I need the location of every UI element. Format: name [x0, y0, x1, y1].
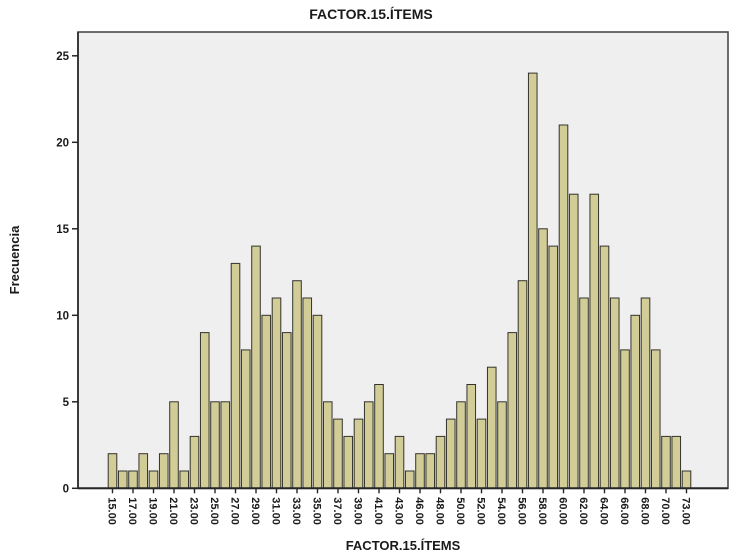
- x-tick-label: 50.00: [454, 497, 466, 525]
- bar: [261, 314, 272, 489]
- x-tick-label: 15.00: [106, 497, 118, 525]
- chart-title: FACTOR.15.ÍTEMS: [309, 6, 432, 22]
- x-tick-label: 19.00: [147, 497, 159, 525]
- bar: [466, 384, 477, 489]
- bar: [148, 470, 159, 489]
- bar: [630, 314, 641, 489]
- y-axis-title: Frecuencia: [7, 225, 22, 294]
- bar: [404, 470, 415, 489]
- bar: [661, 435, 671, 489]
- bar: [343, 435, 354, 489]
- bar: [210, 401, 220, 489]
- x-tick-label: 17.00: [126, 497, 138, 525]
- bar: [117, 470, 128, 489]
- bar: [527, 72, 538, 489]
- bar: [548, 245, 559, 489]
- bar: [230, 262, 241, 489]
- bar: [107, 453, 118, 489]
- bar: [128, 470, 138, 489]
- bar: [158, 453, 169, 489]
- bar: [199, 332, 210, 489]
- x-tick-label: 64.00: [598, 497, 610, 525]
- y-tick-label: 10: [56, 310, 69, 322]
- x-tick-label: 41.00: [372, 497, 384, 525]
- y-tick-label: 15: [56, 224, 69, 236]
- x-tick-label: 29.00: [249, 497, 261, 525]
- y-tick-label: 25: [56, 51, 69, 63]
- bar: [394, 435, 405, 489]
- x-tick-label: 73.00: [680, 497, 692, 525]
- bar: [138, 453, 149, 489]
- x-tick-label: 58.00: [536, 497, 548, 525]
- x-tick-label: 68.00: [639, 497, 651, 525]
- bar: [671, 435, 682, 489]
- y-tick-label: 20: [56, 137, 69, 149]
- bar: [507, 332, 518, 489]
- x-tick-label: 37.00: [331, 497, 343, 525]
- bar: [271, 297, 282, 489]
- bar: [384, 453, 395, 489]
- x-tick-label: 43.00: [393, 497, 405, 525]
- bar: [302, 297, 313, 489]
- bar: [169, 401, 179, 489]
- x-tick-label: 27.00: [229, 497, 241, 525]
- bar: [220, 401, 231, 489]
- y-tick-label: 0: [63, 483, 69, 495]
- bar: [415, 453, 425, 489]
- bar: [240, 349, 251, 489]
- x-tick-label: 21.00: [167, 497, 179, 525]
- bar: [589, 193, 600, 489]
- bar: [558, 124, 569, 489]
- x-tick-label: 52.00: [475, 497, 487, 525]
- bar: [435, 435, 446, 489]
- x-tick-label: 23.00: [188, 497, 200, 525]
- bar: [681, 470, 692, 489]
- bar: [476, 418, 487, 489]
- bar: [292, 280, 302, 489]
- bar: [599, 245, 610, 489]
- bar: [486, 366, 497, 489]
- x-tick-label: 48.00: [434, 497, 446, 525]
- x-tick-label: 25.00: [208, 497, 220, 525]
- bar: [281, 332, 292, 489]
- y-tick-label: 5: [63, 397, 70, 409]
- bar: [363, 401, 374, 489]
- bar: [640, 297, 651, 489]
- x-tick-label: 33.00: [290, 497, 302, 525]
- x-tick-label: 31.00: [270, 497, 282, 525]
- x-tick-label: 54.00: [495, 497, 507, 525]
- bar: [456, 401, 466, 489]
- bar: [333, 418, 343, 489]
- x-tick-label: 66.00: [618, 497, 630, 525]
- bar: [497, 401, 507, 489]
- x-tick-label: 39.00: [352, 497, 364, 525]
- bar: [650, 349, 661, 489]
- plot-background: [78, 32, 728, 489]
- bar: [579, 297, 589, 489]
- bar: [353, 418, 364, 489]
- x-tick-label: 70.00: [659, 497, 671, 525]
- bar: [322, 401, 333, 489]
- x-axis-title: FACTOR.15.ÍTEMS: [346, 538, 461, 553]
- bar: [620, 349, 630, 489]
- bar: [517, 280, 528, 489]
- bar: [251, 245, 261, 489]
- x-tick-label: 56.00: [516, 497, 528, 525]
- bar: [445, 418, 456, 489]
- x-tick-label: 60.00: [557, 497, 569, 525]
- bar: [609, 297, 620, 489]
- bar: [538, 228, 548, 489]
- bar: [312, 314, 323, 489]
- bar: [179, 470, 190, 489]
- bar: [425, 453, 436, 489]
- bar: [568, 193, 579, 489]
- bar: [189, 435, 200, 489]
- x-tick-label: 62.00: [577, 497, 589, 525]
- bar: [374, 384, 384, 489]
- x-tick-label: 46.00: [413, 497, 425, 525]
- x-tick-label: 35.00: [311, 497, 323, 525]
